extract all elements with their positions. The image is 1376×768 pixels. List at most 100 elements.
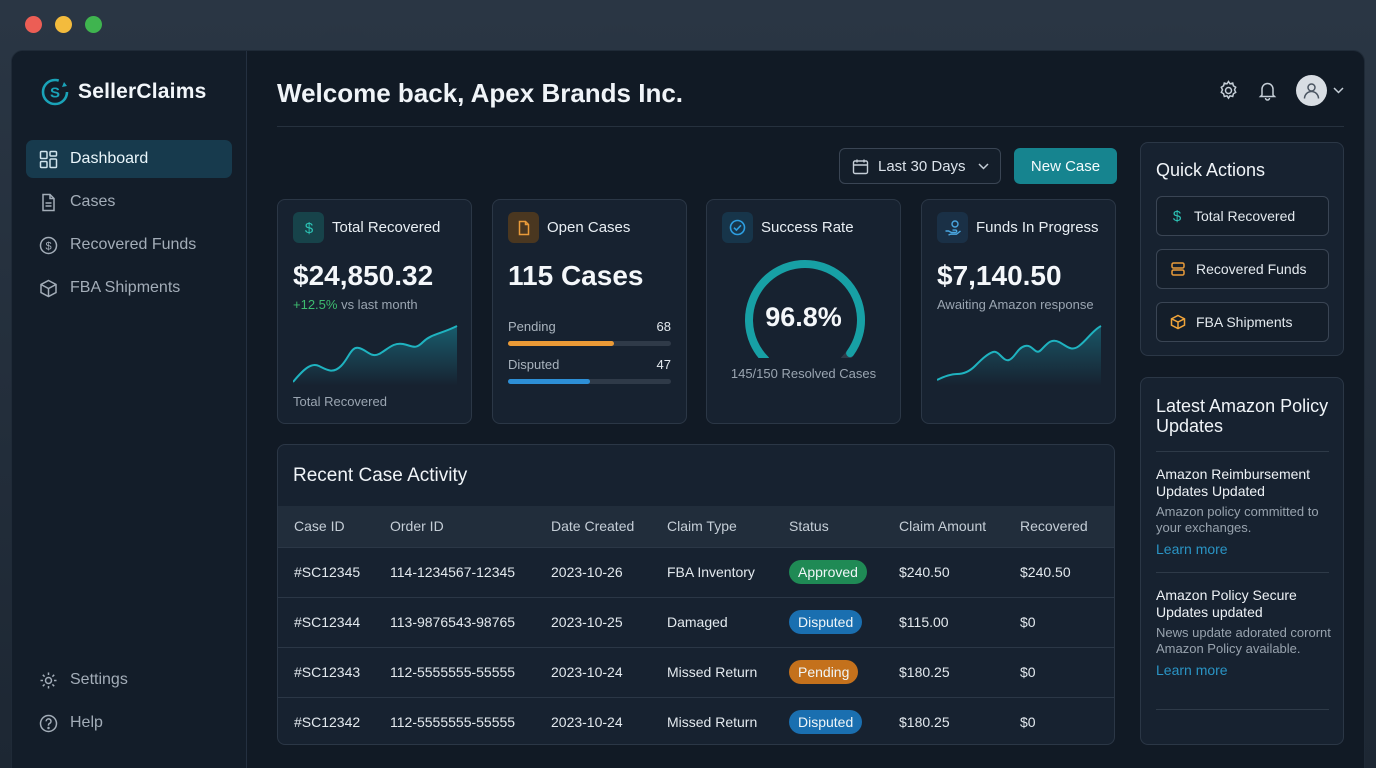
order-id: 113-9876543-98765 (374, 596, 535, 647)
date-created: 2023-10-26 (535, 546, 651, 597)
close-window-button[interactable] (25, 16, 42, 33)
sidebar-bottom-nav: Settings Help (26, 661, 232, 747)
claim-type: Missed Return (651, 696, 773, 744)
table-row[interactable]: #SC12342 112-5555555-55555 2023-10-24 Mi… (278, 696, 1114, 744)
card-header: Open Cases (508, 212, 630, 243)
gear-icon (40, 672, 57, 688)
claim-type: Missed Return (651, 646, 773, 697)
page-title: Welcome back, Apex Brands Inc. (277, 78, 684, 108)
minimize-window-button[interactable] (55, 16, 72, 33)
sparkline-chart (293, 325, 458, 386)
check-circle-icon (722, 212, 753, 243)
hand-coin-icon (937, 212, 968, 243)
pending-track (508, 341, 671, 346)
logo[interactable]: S SellerClaims (40, 77, 206, 107)
user-menu[interactable] (1296, 75, 1344, 106)
table-row[interactable]: #SC12345 114-1234567-12345 2023-10-26 FB… (278, 546, 1114, 597)
svg-text:$: $ (45, 240, 51, 252)
case-id: #SC12343 (278, 646, 374, 697)
funds-in-progress-card[interactable]: Funds In Progress $7,140.50 Awaiting Ama… (921, 199, 1116, 424)
disputed-label: Disputed (508, 357, 560, 372)
quick-action-total-recovered[interactable]: $ Total Recovered (1156, 196, 1329, 236)
col-header[interactable]: Order ID (390, 518, 444, 535)
gear-icon[interactable] (1218, 80, 1239, 101)
sidebar: S SellerClaims Dashboard Cases $ Recover… (12, 51, 247, 768)
stack-icon (1171, 262, 1185, 276)
table-title: Recent Case Activity (293, 465, 468, 486)
col-header[interactable]: Recovered (1020, 518, 1088, 535)
sidebar-item-label: Settings (70, 671, 128, 688)
date-created: 2023-10-24 (535, 646, 651, 697)
sidebar-item-dashboard[interactable]: Dashboard (26, 140, 232, 178)
col-header[interactable]: Case ID (294, 518, 345, 535)
case-id: #SC12342 (278, 696, 374, 744)
policy-item: Amazon Policy Secure Updates updated New… (1156, 587, 1332, 680)
app-window: S SellerClaims Dashboard Cases $ Recover… (11, 50, 1365, 768)
avatar[interactable] (1296, 75, 1327, 106)
sidebar-nav: Dashboard Cases $ Recovered Funds FBA Sh… (26, 140, 232, 312)
card-title: Funds In Progress (976, 219, 1099, 236)
table-row[interactable]: #SC12343 112-5555555-55555 2023-10-24 Mi… (278, 646, 1114, 697)
table-row[interactable]: #SC12344 113-9876543-98765 2023-10-25 Da… (278, 596, 1114, 647)
quick-action-fba-shipments[interactable]: FBA Shipments (1156, 302, 1329, 342)
learn-more-link[interactable]: Learn more (1156, 541, 1228, 557)
sidebar-item-fba-shipments[interactable]: FBA Shipments (26, 269, 232, 307)
learn-more-link[interactable]: Learn more (1156, 662, 1228, 678)
panel-title: Latest Amazon Policy Updates (1156, 396, 1329, 436)
card-subtext: Awaiting Amazon response (937, 297, 1094, 312)
col-header[interactable]: Claim Amount (899, 518, 987, 535)
new-case-button[interactable]: New Case (1014, 148, 1117, 184)
sidebar-item-help[interactable]: Help (26, 704, 232, 742)
total-recovered-card[interactable]: $ Total Recovered $24,850.32 +12.5% vs l… (277, 199, 472, 424)
date-range-select[interactable]: Last 30 Days (839, 148, 1001, 184)
maximize-window-button[interactable] (85, 16, 102, 33)
policy-item: Amazon Reimbursement Updates Updated Ama… (1156, 466, 1332, 559)
document-icon (508, 212, 539, 243)
order-id: 112-5555555-55555 (374, 646, 535, 697)
case-table: Case ID Order ID Date Created Claim Type… (278, 506, 1114, 744)
calendar-icon (852, 159, 869, 174)
disputed-track (508, 379, 671, 384)
quick-action-label: Total Recovered (1194, 208, 1296, 224)
quick-action-recovered-funds[interactable]: Recovered Funds (1156, 249, 1329, 289)
case-id: #SC12345 (278, 546, 374, 597)
disputed-progress: Disputed 47 (508, 357, 671, 384)
dollar-icon: $ (293, 212, 324, 243)
status-badge: Disputed (789, 610, 863, 634)
policy-text: Amazon policy committed to your exchange… (1156, 504, 1319, 535)
sidebar-item-label: Recovered Funds (70, 236, 197, 253)
svg-text:$: $ (304, 220, 313, 236)
sparkline-chart (937, 325, 1102, 386)
sidebar-item-label: Cases (70, 193, 116, 210)
order-id: 114-1234567-12345 (374, 546, 535, 597)
card-title: Success Rate (761, 219, 854, 236)
claim-type: Damaged (651, 596, 773, 647)
card-footer: Total Recovered (293, 394, 387, 409)
main-content: Welcome back, Apex Brands Inc. Last 30 D… (248, 51, 1364, 768)
recent-case-activity: Recent Case Activity Case ID Order ID Da… (277, 444, 1115, 745)
date-created: 2023-10-25 (535, 596, 651, 647)
open-cases-card[interactable]: Open Cases 115 Cases Pending 68 Disputed 4… (492, 199, 687, 424)
divider (1156, 572, 1329, 573)
success-rate-card[interactable]: Success Rate 96.8% 145/150 Resolved Case… (706, 199, 901, 424)
bell-icon[interactable] (1257, 80, 1278, 101)
dollar-icon: $ (1173, 208, 1182, 224)
sidebar-item-cases[interactable]: Cases (26, 183, 232, 221)
window-controls (25, 16, 102, 33)
header-actions (1218, 75, 1344, 106)
order-id: 112-5555555-55555 (374, 696, 535, 744)
user-icon (1303, 83, 1320, 99)
col-header[interactable]: Claim Type (667, 518, 737, 535)
col-header[interactable]: Date Created (551, 518, 635, 535)
help-icon (39, 714, 58, 732)
pending-label: Pending (508, 319, 556, 334)
box-icon (40, 279, 57, 297)
logo-icon: S (41, 78, 69, 106)
dollar-circle-icon: $ (39, 236, 58, 254)
col-header[interactable]: Status (789, 518, 829, 535)
sidebar-item-recovered-funds[interactable]: $ Recovered Funds (26, 226, 232, 264)
chevron-down-icon (978, 162, 989, 170)
sidebar-item-settings[interactable]: Settings (26, 661, 232, 699)
status-badge: Pending (789, 660, 859, 684)
policy-text: News update adorated corornt Amazon Poli… (1156, 625, 1331, 656)
